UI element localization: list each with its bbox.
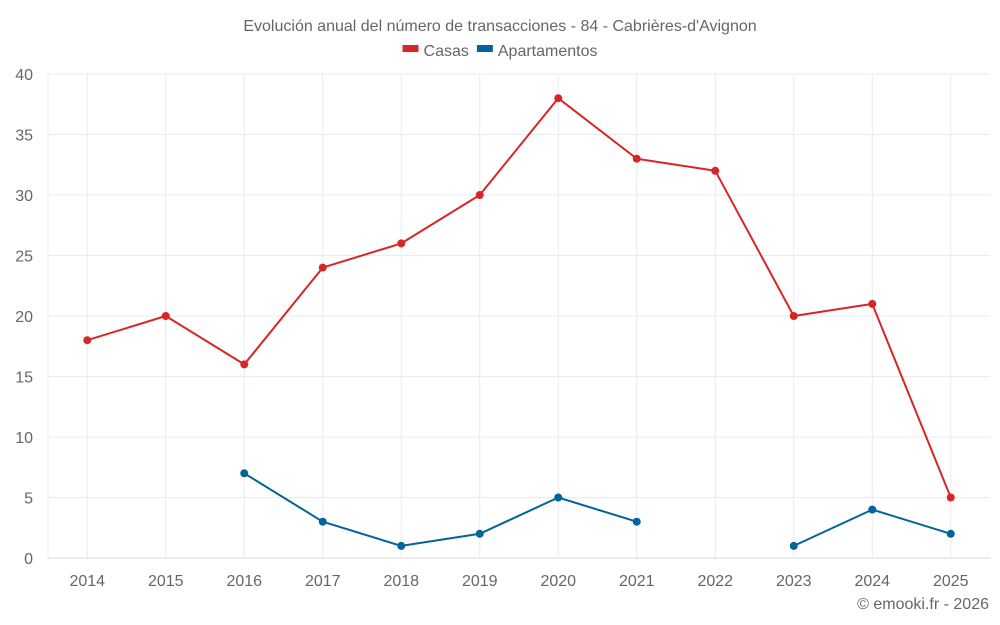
series-line	[86, 97, 952, 498]
x-tick-label: 2018	[383, 573, 419, 590]
data-point[interactable]	[161, 312, 170, 320]
x-tick-label: 2025	[933, 573, 969, 590]
x-tick-label: 2023	[776, 573, 812, 590]
series-group	[83, 94, 955, 550]
data-point[interactable]	[475, 191, 484, 199]
data-point[interactable]	[632, 517, 641, 526]
y-tick-label: 20	[15, 309, 33, 326]
data-point[interactable]	[946, 529, 955, 538]
x-tick-label: 2014	[69, 573, 105, 590]
data-point[interactable]	[240, 360, 249, 369]
legend-label: Apartamentos	[498, 43, 598, 60]
y-tick-label: 5	[24, 491, 33, 508]
data-point[interactable]	[946, 493, 955, 502]
legend-item-apartamentos[interactable]: Apartamentos	[476, 43, 598, 60]
data-point[interactable]	[554, 493, 563, 502]
y-tick-label: 35	[15, 128, 33, 145]
x-tick-label: 2015	[148, 573, 184, 590]
data-point[interactable]	[789, 541, 798, 550]
data-point[interactable]	[711, 166, 720, 175]
y-tick-label: 40	[15, 67, 33, 84]
data-point[interactable]	[868, 505, 877, 514]
data-point[interactable]	[475, 529, 484, 538]
y-tick-label: 10	[15, 430, 33, 447]
series-line	[243, 472, 638, 547]
x-tick-label: 2021	[619, 573, 655, 590]
x-tick-label: 2019	[462, 573, 498, 590]
chart-title: Evolución anual del número de transaccio…	[243, 18, 756, 35]
legend-label: Casas	[424, 43, 469, 60]
y-tick-label: 30	[15, 188, 33, 205]
credit-text: © emooki.fr - 2026	[857, 596, 989, 613]
y-tick-label: 25	[15, 249, 33, 266]
series-apartamentos	[240, 469, 955, 550]
y-tick-label: 0	[24, 551, 33, 568]
x-tick-label: 2022	[697, 573, 733, 590]
data-point[interactable]	[554, 94, 563, 103]
data-point[interactable]	[318, 263, 327, 272]
data-point[interactable]	[240, 469, 249, 478]
data-point[interactable]	[83, 336, 92, 345]
y-tick-label: 15	[15, 370, 33, 387]
x-tick-label: 2017	[305, 573, 341, 590]
data-point[interactable]	[632, 154, 641, 163]
legend-swatch	[402, 45, 419, 52]
data-point[interactable]	[318, 517, 327, 526]
data-point[interactable]	[789, 312, 798, 320]
data-point[interactable]	[868, 299, 877, 308]
data-point[interactable]	[397, 541, 406, 550]
series-casas	[83, 94, 955, 502]
data-point[interactable]	[397, 239, 406, 248]
legend-item-casas[interactable]: Casas	[402, 43, 469, 60]
legend-swatch	[476, 45, 493, 52]
legend: Casas Apartamentos	[402, 43, 598, 60]
x-tick-label: 2016	[226, 573, 262, 590]
x-tick-label: 2020	[540, 573, 576, 590]
x-tick-label: 2024	[854, 573, 890, 590]
